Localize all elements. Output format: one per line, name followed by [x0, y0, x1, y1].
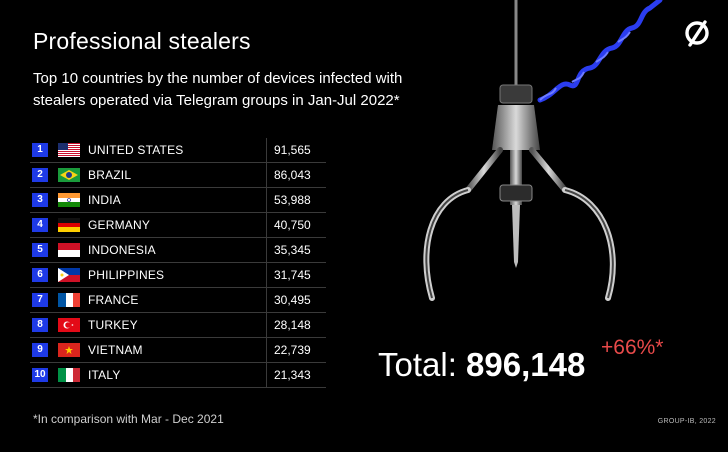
column-divider [266, 238, 267, 262]
table-row: 10 ITALY 21,343 [30, 363, 326, 388]
flag-it-icon [58, 368, 80, 382]
table-row: 8 TURKEY 28,148 [30, 313, 326, 338]
country-name: TURKEY [88, 318, 138, 332]
device-count: 86,043 [274, 168, 311, 182]
flag-vn-icon [58, 343, 80, 357]
table-row: 7 FRANCE 30,495 [30, 288, 326, 313]
column-divider [266, 263, 267, 287]
table-row: 9 VIETNAM 22,739 [30, 338, 326, 363]
flag-br-icon [58, 168, 80, 182]
column-divider [266, 138, 267, 162]
country-table: 1 UNITED STATES 91,565 2 BRAZIL 86,043 3 INDIA 5… [30, 138, 326, 388]
page-title: Professional stealers [33, 28, 251, 54]
total-value: 896,148 [466, 346, 586, 383]
device-count: 35,345 [274, 243, 311, 257]
rank-badge: 10 [32, 368, 48, 382]
country-name: VIETNAM [88, 343, 143, 357]
device-count: 53,988 [274, 193, 311, 207]
column-divider [266, 338, 267, 362]
footnote: *In comparison with Mar - Dec 2021 [33, 412, 224, 426]
table-row: 3 INDIA 53,988 [30, 188, 326, 213]
table-row: 5 INDONESIA 35,345 [30, 238, 326, 263]
rank-badge: 4 [32, 218, 48, 232]
country-name: FRANCE [88, 293, 139, 307]
column-divider [266, 188, 267, 212]
country-name: BRAZIL [88, 168, 132, 182]
change-percentage: +66%* [601, 336, 664, 359]
flag-us-icon [58, 143, 80, 157]
flag-ph-icon [58, 268, 80, 282]
table-row: 2 BRAZIL 86,043 [30, 163, 326, 188]
flag-id-icon [58, 243, 80, 257]
device-count: 21,343 [274, 368, 311, 382]
device-count: 30,495 [274, 293, 311, 307]
rank-badge: 5 [32, 243, 48, 257]
rank-badge: 1 [32, 143, 48, 157]
device-count: 22,739 [274, 343, 311, 357]
rank-badge: 3 [32, 193, 48, 207]
total-label: Total: [378, 346, 457, 383]
flag-tr-icon [58, 318, 80, 332]
column-divider [266, 363, 267, 387]
total-summary: Total: 896,148 [378, 346, 585, 384]
flag-de-icon [58, 218, 80, 232]
rank-badge: 6 [32, 268, 48, 282]
page-subtitle: Top 10 countries by the number of device… [33, 70, 403, 109]
brand-credit: GROUP-IB, 2022 [657, 418, 716, 425]
flag-in-icon [58, 193, 80, 207]
robotic-claw-icon [423, 0, 663, 301]
column-divider [266, 288, 267, 312]
country-name: ITALY [88, 368, 121, 382]
flag-fr-icon [58, 293, 80, 307]
rank-badge: 2 [32, 168, 48, 182]
column-divider [266, 163, 267, 187]
group-ib-logo-icon [685, 20, 709, 47]
country-name: UNITED STATES [88, 143, 184, 157]
device-count: 28,148 [274, 318, 311, 332]
device-count: 91,565 [274, 143, 311, 157]
device-count: 31,745 [274, 268, 311, 282]
table-row: 6 PHILIPPINES 31,745 [30, 263, 326, 288]
table-row: 4 GERMANY 40,750 [30, 213, 326, 238]
country-name: INDONESIA [88, 243, 156, 257]
rank-badge: 9 [32, 343, 48, 357]
rank-badge: 8 [32, 318, 48, 332]
device-count: 40,750 [274, 218, 311, 232]
column-divider [266, 213, 267, 237]
column-divider [266, 313, 267, 337]
country-name: INDIA [88, 193, 122, 207]
table-row: 1 UNITED STATES 91,565 [30, 138, 326, 163]
rank-badge: 7 [32, 293, 48, 307]
country-name: PHILIPPINES [88, 268, 165, 282]
country-name: GERMANY [88, 218, 151, 232]
